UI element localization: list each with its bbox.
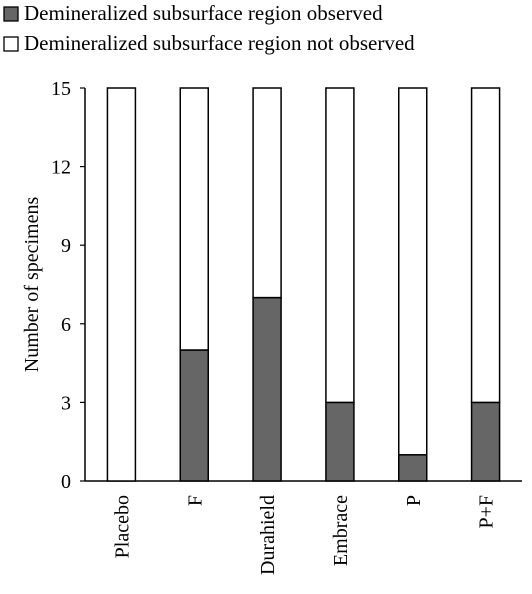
bar-segment-embrace-series-0 (325, 401, 355, 482)
x-category-label: Embrace (330, 495, 352, 566)
bar-segment-durahield-series-1 (252, 87, 282, 299)
y-tick-label: 15 (51, 78, 71, 100)
plot-area: 0 3 6 9 12 15 Placebo F Durahield Embrace P P+F (51, 78, 522, 575)
x-category-label: F (184, 495, 206, 506)
x-category-label: Durahield (257, 495, 279, 575)
y-tick-label: 3 (61, 392, 71, 414)
bar-segment-p-series-1 (398, 87, 428, 456)
x-category-label: Placebo (111, 495, 133, 558)
x-category-labels: Placebo F Durahield Embrace P P+F (111, 495, 497, 575)
bar-segment-embrace-series-1 (325, 87, 355, 404)
legend: Demineralized subsurface region observed… (3, 1, 415, 55)
x-category-label: P+F (476, 495, 498, 529)
y-tick-label: 12 (51, 157, 71, 179)
y-tick-label: 9 (61, 235, 71, 257)
legend-swatch (3, 36, 19, 52)
y-tick-labels: 0 3 6 9 12 15 (51, 78, 85, 493)
y-tick-label: 6 (61, 314, 71, 336)
bar-segment-f-series-1 (179, 87, 209, 351)
legend-swatch (3, 6, 19, 22)
bars (106, 87, 501, 482)
bar-segment-p-f-series-1 (470, 87, 501, 404)
bar-segment-f-series-0 (179, 349, 209, 482)
legend-label: Demineralized subsurface region not obse… (24, 31, 415, 55)
y-axis-title: Number of specimens (21, 197, 43, 373)
x-category-label: P (403, 495, 425, 506)
bar-segment-p-f-series-0 (470, 401, 501, 482)
bar-segment-placebo-series-1 (106, 87, 137, 482)
bar-segment-p-series-0 (398, 454, 428, 482)
y-tick-label: 0 (61, 471, 71, 493)
bar-segment-durahield-series-0 (252, 296, 282, 482)
legend-label: Demineralized subsurface region observed (24, 1, 383, 25)
